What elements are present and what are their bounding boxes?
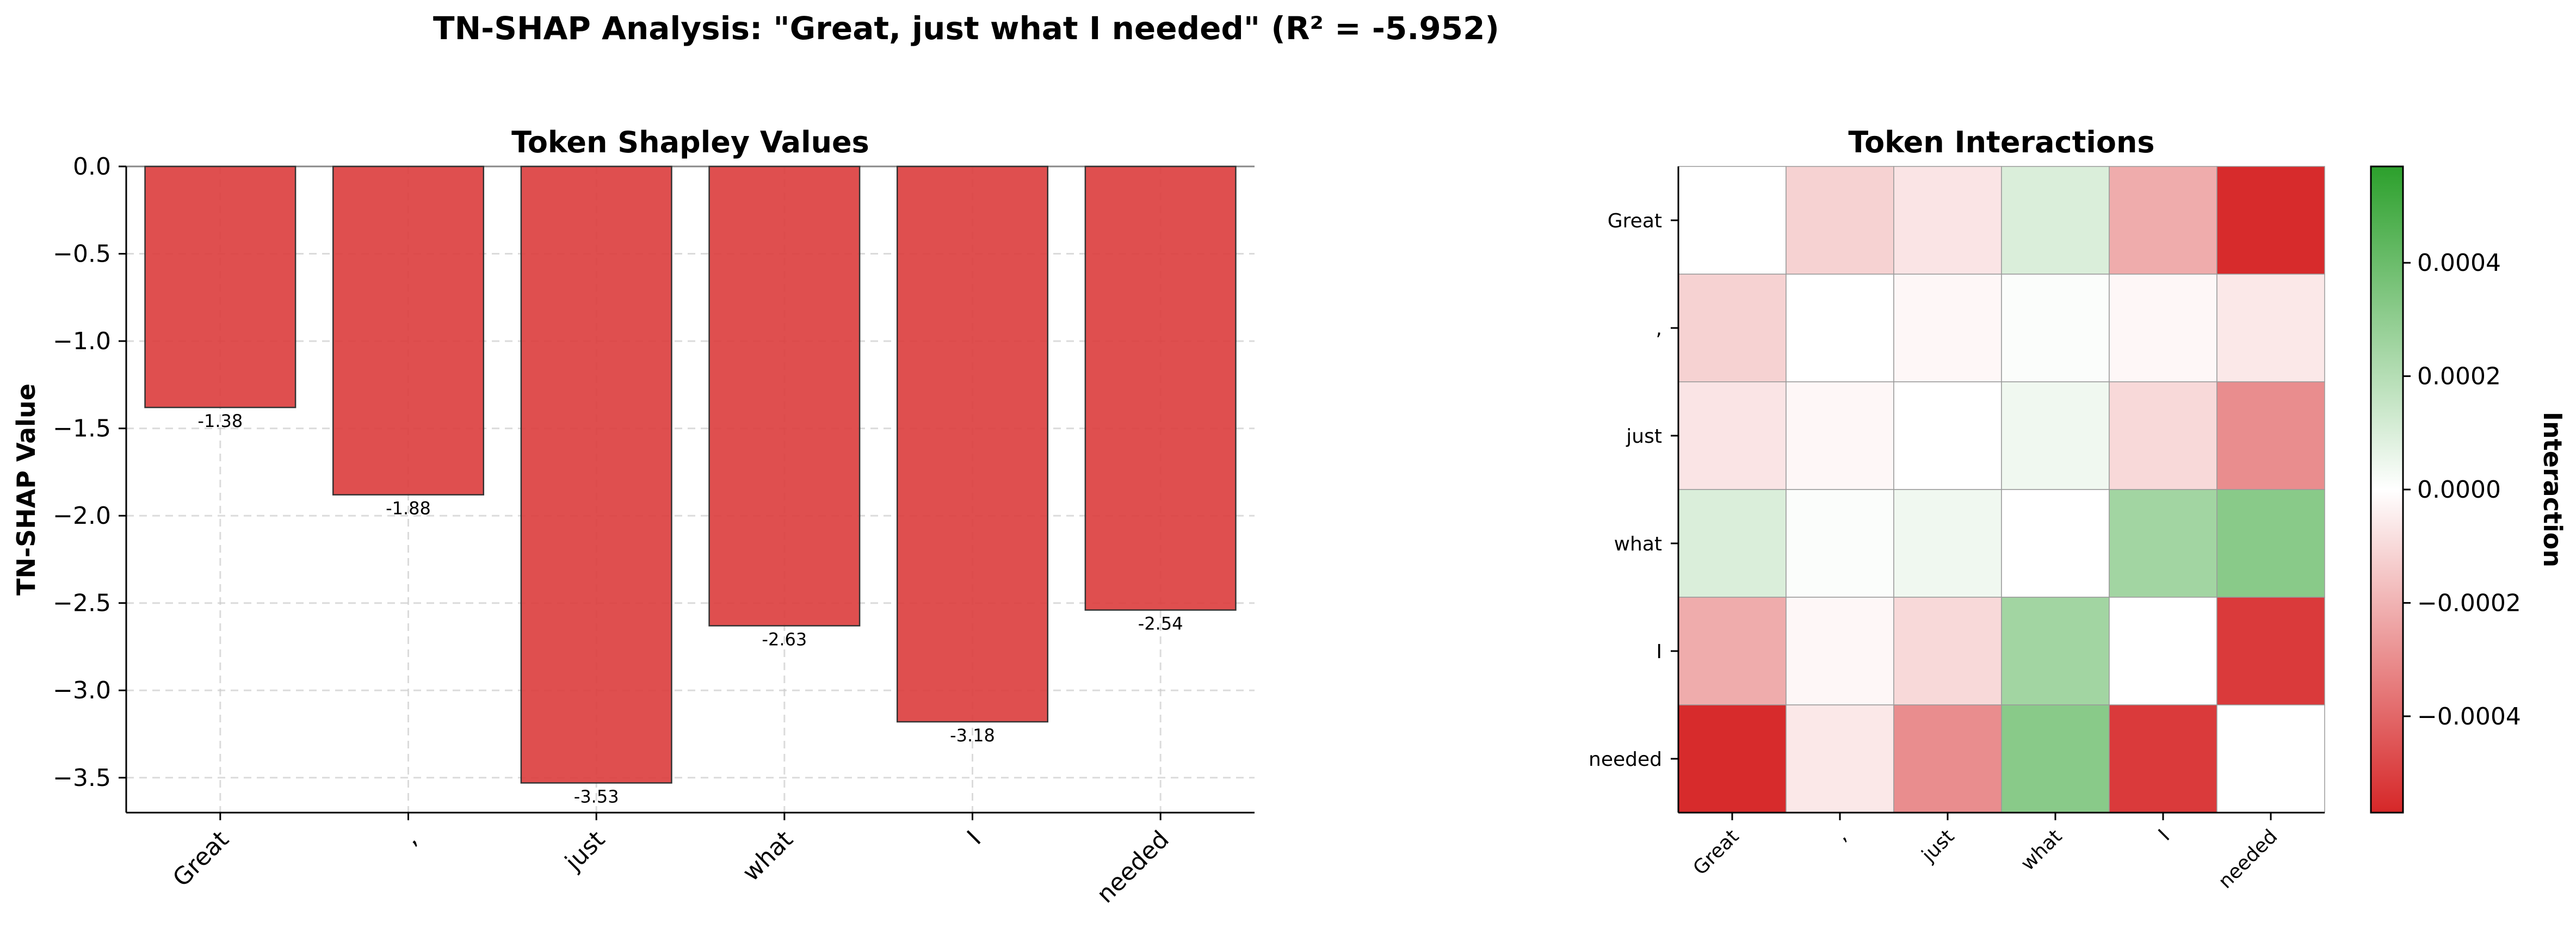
heatmap-cell <box>2109 489 2217 598</box>
heatmap-cell <box>1786 704 1894 813</box>
heatmap-cell <box>1893 489 2002 598</box>
heatmap-cell <box>1678 704 1787 813</box>
heatmap-y-tick-label: , <box>1656 318 1662 340</box>
heatmap-cell <box>2109 704 2217 813</box>
heatmap-title: Token Interactions <box>1848 125 2154 159</box>
heatmap-cell <box>2216 274 2325 382</box>
heatmap-cell <box>1893 274 2002 382</box>
bar-I <box>896 165 1049 723</box>
y-tick-label: −3.5 <box>53 764 111 792</box>
heatmap-cell <box>1678 381 1787 490</box>
heatmap-cell <box>2216 381 2325 490</box>
heatmap-cell <box>2001 166 2110 275</box>
y-tick-label: −3.0 <box>53 677 111 704</box>
figure-title: TN-SHAP Analysis: "Great, just what I ne… <box>433 10 1499 47</box>
heatmap-cell <box>1893 597 2002 705</box>
bar-chart: Token Shapley Values 0.0 −0.5 −1.0 −1.5 −2.0 −… <box>11 125 1255 908</box>
heatmap-cell <box>2001 381 2110 490</box>
y-axis-label: TN-SHAP Value <box>11 383 41 596</box>
heatmap-x-tick-label: I <box>2154 825 2175 845</box>
colorbar <box>2370 165 2404 814</box>
heatmap-y-tick-label: I <box>1656 641 1662 663</box>
y-tick-label: −2.5 <box>53 590 111 617</box>
heatmap-cell <box>1893 381 2002 490</box>
heatmap-cell <box>1893 166 2002 275</box>
bar-needed <box>1084 165 1237 611</box>
bar-value-label: -1.88 <box>386 498 431 519</box>
heatmap-cell <box>2001 274 2110 382</box>
heatmap-cell <box>1678 597 1787 705</box>
heatmap-cell <box>1678 489 1787 598</box>
heatmap-cell <box>2001 597 2110 705</box>
heatmap-cell <box>2109 381 2217 490</box>
colorbar-tick-label: −0.0004 <box>2417 703 2521 730</box>
heatmap-cell <box>2216 166 2325 275</box>
heatmap-cell <box>2001 489 2110 598</box>
x-tick-label: Great <box>168 826 234 893</box>
colorbar-tick-label: −0.0002 <box>2417 589 2521 617</box>
bar-just <box>520 165 672 784</box>
heatmap-cell <box>2216 489 2325 598</box>
heatmap-cell <box>1786 274 1894 382</box>
colorbar-tick-label: 0.0002 <box>2417 363 2501 391</box>
colorbar-tick-label: 0.0004 <box>2417 249 2501 277</box>
heatmap-y-tick-label: Great <box>1608 210 1662 232</box>
x-tick-label: , <box>397 826 422 851</box>
y-tick-label: 0.0 <box>73 153 111 181</box>
heatmap-y-tick-label: needed <box>1589 748 1662 771</box>
heatmap-cell <box>1786 166 1894 275</box>
y-tick-label: −0.5 <box>53 240 111 268</box>
heatmap-y-tick-label: just <box>1626 425 1662 448</box>
bar-Great <box>144 165 296 408</box>
x-tick-label: I <box>962 826 986 850</box>
heatmap-cell <box>2109 597 2217 705</box>
y-tick-label: −1.0 <box>53 327 111 355</box>
bar-value-label: -3.18 <box>950 725 995 746</box>
heatmap-cell <box>2109 166 2217 275</box>
x-tick-label: just <box>559 826 610 877</box>
heatmap-cell <box>2001 704 2110 813</box>
bar-what <box>708 165 861 627</box>
bar- <box>332 165 485 496</box>
bar-value-label: -1.38 <box>197 411 243 431</box>
bar-value-label: -2.54 <box>1138 614 1183 634</box>
bar-value-label: -2.63 <box>762 629 807 649</box>
colorbar-label: Interaction <box>2538 412 2567 567</box>
heatmap-cell <box>2216 597 2325 705</box>
heatmap-x-tick-label: needed <box>2214 825 2282 893</box>
x-tick-label: what <box>737 826 798 887</box>
heatmap-y-tick-label: what <box>1614 533 1662 555</box>
colorbar-tick-label: 0.0000 <box>2417 476 2501 504</box>
heatmap-cell <box>2109 274 2217 382</box>
x-tick-label: needed <box>1091 826 1175 909</box>
heatmap-cell <box>1786 597 1894 705</box>
heatmap-cell <box>1893 704 2002 813</box>
heatmap-cell <box>1678 166 1787 275</box>
bar-chart-title: Token Shapley Values <box>511 125 869 159</box>
y-tick-label: −1.5 <box>53 415 111 443</box>
heatmap-x-tick-label: Great <box>1689 825 1743 880</box>
heatmap-x-tick-label: just <box>1917 825 1959 866</box>
heatmap-cell <box>1786 489 1894 598</box>
heatmap-x-tick-label: , <box>1831 825 1851 845</box>
y-tick-label: −2.0 <box>53 502 111 530</box>
heatmap-cell <box>1678 274 1787 382</box>
bar-value-label: -3.53 <box>574 786 619 807</box>
heatmap-cell <box>2216 704 2325 813</box>
heatmap-cell <box>1786 381 1894 490</box>
heatmap-x-tick-label: what <box>2017 825 2067 875</box>
